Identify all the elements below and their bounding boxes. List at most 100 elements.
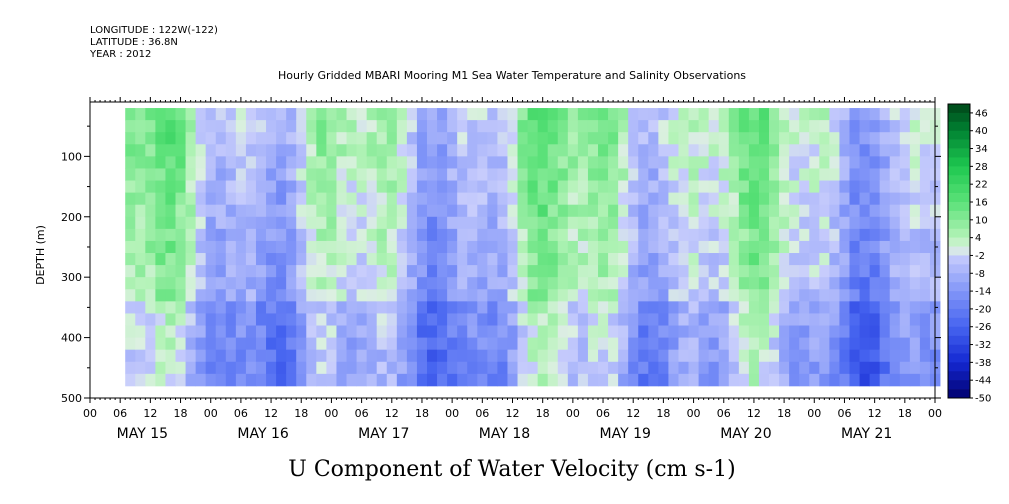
heat-cell xyxy=(376,289,388,302)
heat-cell xyxy=(799,337,810,351)
heat-cell xyxy=(668,120,679,133)
heat-cell xyxy=(728,277,740,290)
heat-cell xyxy=(497,361,508,375)
heat-cell xyxy=(598,216,609,230)
heat-cell xyxy=(406,180,418,194)
heat-cell xyxy=(608,301,619,314)
heat-cell xyxy=(125,180,136,194)
heat-cell xyxy=(879,361,891,375)
heat-cell xyxy=(819,240,830,254)
heat-cell xyxy=(276,253,287,266)
heat-cell xyxy=(879,337,891,351)
heat-cell xyxy=(779,277,790,290)
heat-cell xyxy=(527,144,539,157)
heat-cell xyxy=(567,337,579,351)
heat-cell xyxy=(155,168,166,181)
heat-cell xyxy=(437,253,448,266)
heat-cell xyxy=(135,168,146,181)
heat-cell xyxy=(205,192,217,206)
heat-cell xyxy=(879,265,891,278)
heat-cell xyxy=(567,277,579,290)
heat-cell xyxy=(678,228,689,242)
heat-cell xyxy=(809,192,820,206)
heat-cell xyxy=(467,361,478,375)
heat-cell xyxy=(628,204,639,218)
heat-cell xyxy=(799,373,810,387)
heat-cell xyxy=(185,144,197,157)
heat-cell xyxy=(819,108,830,121)
heat-cell xyxy=(577,325,589,338)
colorbar-label: -44 xyxy=(975,376,991,387)
heat-cell xyxy=(155,180,166,194)
heat-cell xyxy=(758,156,770,169)
heat-cell xyxy=(919,301,931,314)
heat-cell xyxy=(527,277,539,290)
heat-cell xyxy=(316,108,327,121)
heat-cell xyxy=(215,240,227,254)
heat-cell xyxy=(437,349,448,363)
heat-cell xyxy=(919,277,931,290)
heat-cell xyxy=(286,168,297,181)
heat-cell xyxy=(859,204,871,218)
heat-cell xyxy=(447,132,458,145)
heat-cell xyxy=(145,144,156,157)
heat-cell xyxy=(245,144,257,157)
heat-cell xyxy=(789,361,800,375)
heat-cell xyxy=(718,204,730,218)
heat-cell xyxy=(135,337,146,351)
heat-cell xyxy=(718,240,730,254)
heat-cell xyxy=(608,228,619,242)
heat-cell xyxy=(879,204,891,218)
heat-cell xyxy=(155,301,166,314)
heat-cell xyxy=(718,228,730,242)
heat-cell xyxy=(346,168,357,181)
heat-cell xyxy=(296,373,307,387)
heat-cell xyxy=(447,373,458,387)
heat-cell xyxy=(819,325,830,338)
heat-cell xyxy=(839,228,850,242)
heat-cell xyxy=(477,289,488,302)
heat-cell xyxy=(125,337,136,351)
heat-cell xyxy=(748,180,760,194)
heat-cell xyxy=(769,216,780,230)
heat-cell xyxy=(587,132,599,145)
heat-cell xyxy=(346,313,357,326)
heat-cell xyxy=(185,361,197,375)
heat-cell xyxy=(356,361,368,375)
heat-cell xyxy=(406,168,418,181)
heat-cell xyxy=(849,313,860,326)
heat-cell xyxy=(567,204,579,218)
heat-cell xyxy=(819,337,830,351)
heat-cell xyxy=(255,168,267,181)
heat-cell xyxy=(658,120,669,133)
heat-cell xyxy=(718,361,730,375)
heat-cell xyxy=(336,265,347,278)
heat-cell xyxy=(276,337,287,351)
heat-cell xyxy=(346,253,357,266)
heat-cell xyxy=(386,337,398,351)
heat-cell xyxy=(487,349,498,363)
heat-cell xyxy=(799,313,810,326)
heat-cell xyxy=(155,337,166,351)
heat-cell xyxy=(286,156,297,169)
heat-cell xyxy=(316,228,327,242)
colorbar-label: 22 xyxy=(975,180,988,191)
heat-cell xyxy=(396,253,408,266)
heat-cell xyxy=(628,228,639,242)
x-tick-label: 00 xyxy=(83,407,97,420)
heat-cell xyxy=(245,192,257,206)
heat-cell xyxy=(698,277,710,290)
heat-cell xyxy=(175,204,186,218)
heat-cell xyxy=(145,289,156,302)
heat-cell xyxy=(336,144,347,157)
heat-cell xyxy=(688,168,699,181)
heat-cell xyxy=(235,265,247,278)
heat-cell xyxy=(215,337,227,351)
heat-cell xyxy=(849,301,860,314)
heat-cell xyxy=(175,192,186,206)
heat-cell xyxy=(889,373,901,387)
heat-cell xyxy=(789,301,800,314)
heat-cell xyxy=(306,108,317,121)
heat-cell xyxy=(899,361,911,375)
